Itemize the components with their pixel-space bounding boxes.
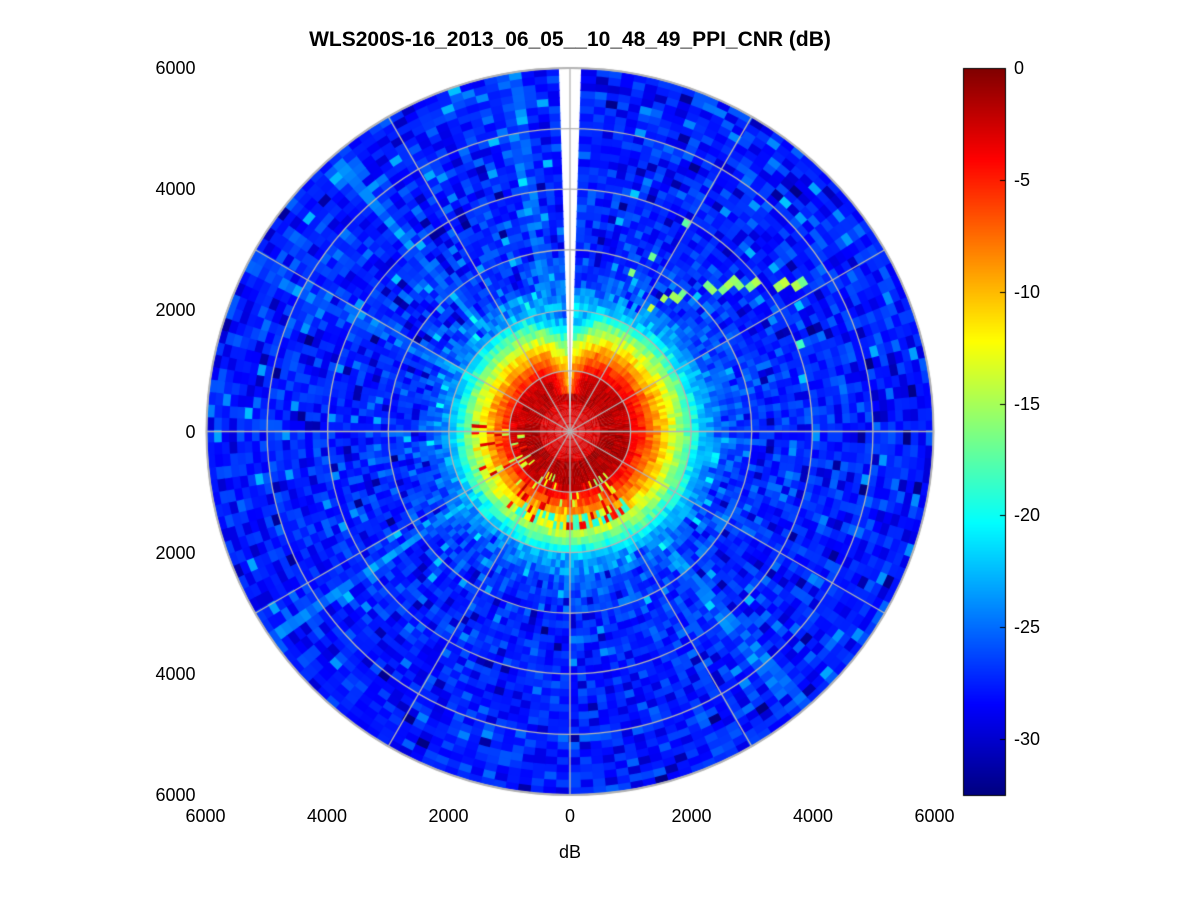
colorbar-tick-label: -30: [1014, 729, 1041, 750]
x-tick-label: 6000: [914, 806, 955, 826]
x-tick-label: 4000: [792, 806, 834, 826]
y-tick-label: 4000: [155, 179, 196, 200]
y-tick-label: 6000: [155, 785, 196, 805]
x-tick-label: 2000: [428, 806, 469, 826]
colorbar-tick-label: -10: [1014, 281, 1041, 302]
y-tick-label: 2000: [155, 300, 196, 321]
x-tick-label: 4000: [306, 806, 348, 826]
colorbar-tick-label: -20: [1014, 505, 1041, 526]
colorbar-tick-label: 0: [1014, 58, 1025, 78]
y-tick-label: 6000: [155, 58, 196, 78]
y-tick-label: 4000: [155, 663, 196, 684]
y-tick-label: 0: [185, 421, 196, 442]
colorbar-tick-label: -25: [1014, 617, 1041, 638]
y-tick-label: 2000: [155, 542, 196, 563]
x-tick-label: 0: [564, 806, 575, 826]
x-axis-label: dB: [558, 842, 582, 862]
colorbar-tick-label: -5: [1014, 169, 1031, 190]
x-tick-label: 2000: [671, 806, 712, 826]
chart-title: WLS200S-16_2013_06_05__10_48_49_PPI_CNR …: [309, 28, 831, 51]
colorbar-tick-label: -15: [1014, 393, 1041, 414]
x-tick-label: 6000: [185, 806, 226, 826]
